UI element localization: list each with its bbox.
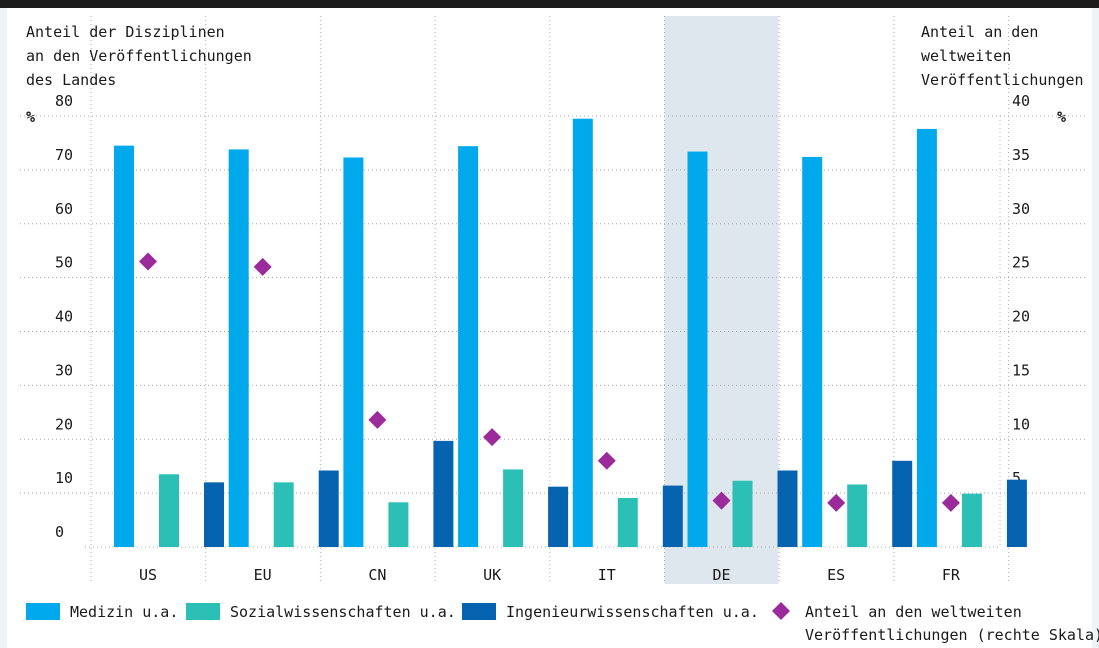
right-tick-label: 35	[1012, 146, 1030, 164]
legend-label: Ingenieurwissenschaften u.a.	[506, 603, 759, 621]
bar-medizin-it	[572, 118, 593, 547]
right-unit: %	[1057, 108, 1066, 126]
marker-world-share-uk	[483, 428, 502, 447]
left-axis-title: Anteil der Disziplinen	[26, 23, 225, 41]
left-tick-label: 80	[55, 92, 73, 110]
bar-sozialwissenschaften-uk	[503, 469, 524, 547]
marker-world-share-us	[139, 252, 157, 271]
bar-medizin-us	[114, 145, 134, 547]
category-label-fr: FR	[942, 566, 961, 584]
category-label-de: DE	[712, 566, 730, 584]
bar-sozialwissenschaften-es	[847, 484, 868, 547]
bar-medizin-fr	[916, 128, 937, 547]
marker-world-share-eu	[253, 257, 272, 276]
highlight-band	[664, 16, 779, 584]
right-tick-label: 25	[1012, 254, 1030, 272]
bar-ingenieurwissenschaften-fr	[1006, 479, 1027, 547]
legend-swatch	[186, 603, 220, 620]
top-rule	[0, 0, 1099, 8]
right-axis-title: Veröffentlichungen	[921, 71, 1084, 89]
right-tick-label: 30	[1012, 200, 1030, 218]
legend-swatch	[26, 603, 60, 620]
legend-diamond-icon	[772, 602, 790, 620]
left-tick-label: 70	[55, 146, 73, 164]
marker-world-share-cn	[368, 410, 387, 429]
bar-ingenieurwissenschaften-us	[204, 482, 224, 547]
bar-sozialwissenschaften-us	[159, 474, 179, 547]
category-label-eu: EU	[254, 566, 272, 584]
bar-ingenieurwissenschaften-it	[662, 485, 683, 547]
bar-ingenieurwissenschaften-uk	[548, 486, 569, 547]
left-tick-label: 10	[55, 469, 73, 487]
legend-label: Sozialwissenschaften u.a.	[230, 603, 456, 621]
bar-medizin-cn	[343, 157, 364, 547]
left-tick-label: 0	[55, 523, 64, 541]
bar-ingenieurwissenschaften-eu	[318, 470, 339, 547]
category-label-us: US	[139, 566, 157, 584]
left-axis-title: an den Veröffentlichungen	[26, 47, 252, 65]
right-tick-label: 15	[1012, 361, 1030, 379]
marker-world-share-it	[597, 451, 616, 470]
left-unit: %	[26, 108, 35, 126]
right-axis-title: weltweiten	[921, 47, 1011, 65]
right-tick-label: 5	[1012, 469, 1021, 487]
left-tick-label: 60	[55, 200, 73, 218]
category-label-es: ES	[827, 566, 845, 584]
bar-medizin-uk	[458, 146, 479, 548]
left-tick-label: 40	[55, 308, 73, 326]
bar-medizin-es	[802, 156, 823, 547]
legend-swatch	[462, 603, 496, 620]
category-label-it: IT	[598, 566, 616, 584]
right-axis-title: Anteil an den	[921, 23, 1038, 41]
left-tick-label: 50	[55, 254, 73, 272]
bar-ingenieurwissenschaften-de	[777, 470, 798, 547]
marker-world-share-de	[712, 491, 731, 510]
left-tick-label: 20	[55, 415, 73, 433]
right-tick-label: 40	[1012, 92, 1030, 110]
category-label-cn: CN	[368, 566, 386, 584]
bar-medizin-de	[687, 151, 708, 547]
bar-sozialwissenschaften-fr	[961, 493, 982, 547]
marker-world-share-es	[827, 493, 846, 512]
bar-sozialwissenschaften-cn	[388, 502, 409, 547]
right-tick-label: 10	[1012, 415, 1030, 433]
left-tick-label: 30	[55, 361, 73, 379]
legend-label: Anteil an den weltweiten Veröffentlichung…	[805, 603, 1099, 644]
bar-medizin-eu	[228, 149, 249, 547]
bar-ingenieurwissenschaften-es	[892, 460, 913, 547]
bar-sozialwissenschaften-it	[617, 497, 638, 547]
bar-ingenieurwissenschaften-cn	[433, 440, 454, 547]
right-tick-label: 20	[1012, 308, 1030, 326]
legend-label: Medizin u.a.	[70, 603, 178, 621]
bar-sozialwissenschaften-eu	[273, 482, 294, 547]
category-label-uk: UK	[483, 566, 501, 584]
marker-world-share-fr	[941, 493, 960, 512]
left-axis-title: des Landes	[26, 71, 116, 89]
bar-sozialwissenschaften-de	[732, 480, 753, 547]
